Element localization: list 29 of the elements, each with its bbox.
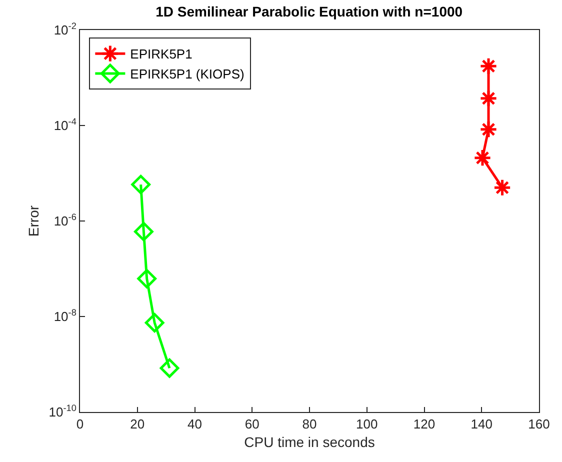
point	[479, 120, 498, 138]
x-tick-label: 100	[356, 416, 378, 432]
point	[134, 222, 154, 242]
point	[493, 178, 512, 197]
x-axis-title: CPU time in seconds	[244, 434, 375, 450]
x-tick-label: 20	[130, 416, 145, 432]
point	[144, 313, 164, 332]
y-tick-label: 10$^{-10}$	[48, 403, 76, 420]
chart-title: 1D Semilinear Parabolic Equation with n=1000	[156, 4, 463, 20]
point	[479, 89, 498, 108]
legend-label: EPIRK5P1 (KIOPS)	[130, 66, 244, 82]
y-tick-label: 10$^{-6}$	[54, 212, 76, 229]
y-tick-label: 10$^{-4}$	[54, 116, 76, 134]
y-tick-label: 10$^{-2}$	[54, 21, 76, 38]
x-tick-label: 80	[302, 416, 317, 432]
x-tick-label: 0	[76, 416, 84, 432]
x-tick-label: 60	[244, 416, 260, 432]
x-tick-label: 140	[470, 416, 492, 432]
legend-label: EPIRK5P1	[130, 46, 192, 62]
point	[160, 358, 180, 378]
y-axis-title: Error	[25, 205, 42, 237]
x-tick-label: 120	[413, 416, 436, 432]
point	[479, 57, 498, 76]
x-tick-label: 40	[188, 416, 202, 432]
y-tick-label: 10$^{-8}$	[54, 308, 76, 324]
point	[131, 174, 151, 194]
point	[473, 148, 492, 167]
point	[137, 268, 157, 288]
x-tick-label: 160	[528, 416, 550, 432]
